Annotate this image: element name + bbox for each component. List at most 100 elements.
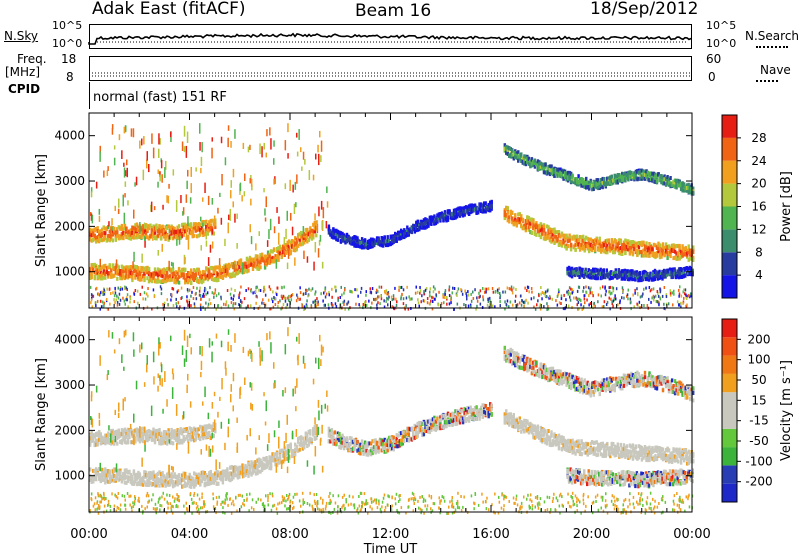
- velocity-cell: [135, 482, 139, 487]
- power-cell: [572, 268, 575, 273]
- power-cell: [278, 244, 282, 249]
- power-cell: [553, 170, 556, 175]
- power-cell: [171, 267, 175, 272]
- velocity-cell: [161, 483, 164, 488]
- power-noise: [94, 301, 97, 305]
- power-noise: [429, 294, 431, 298]
- power-noise: [255, 286, 257, 290]
- power-noise: [377, 301, 379, 305]
- power-noise: [474, 288, 476, 292]
- power-noise: [633, 305, 635, 309]
- power-cell: [380, 236, 383, 240]
- power-noise: [488, 305, 491, 309]
- power-cell: [353, 241, 356, 246]
- power-noise: [587, 286, 590, 290]
- power-cell: [369, 240, 373, 245]
- power-cell: [146, 276, 149, 281]
- power-noise: [605, 303, 608, 306]
- power-cell: [153, 236, 157, 241]
- power-cell: [250, 262, 253, 267]
- power-cell: [126, 234, 130, 239]
- power-noise: [516, 305, 518, 309]
- power-cell: [233, 267, 237, 272]
- power-cell: [147, 279, 151, 284]
- power-streak: [178, 236, 181, 245]
- power-cell: [313, 229, 316, 234]
- power-noise: [370, 290, 372, 294]
- power-noise: [426, 297, 429, 300]
- power-cell: [562, 238, 565, 243]
- power-cell: [206, 277, 209, 282]
- power-cell: [209, 225, 212, 230]
- power-noise: [113, 298, 115, 302]
- velocity-cell: [158, 470, 161, 475]
- power-cell: [165, 273, 169, 278]
- power-cell: [171, 227, 175, 232]
- power-cell: [526, 215, 529, 220]
- power-cell: [578, 235, 582, 239]
- power-noise: [263, 285, 265, 289]
- power-noise: [141, 285, 143, 289]
- power-noise: [512, 303, 514, 307]
- power-cell: [524, 154, 528, 159]
- power-cell: [263, 265, 267, 270]
- power-cell: [395, 237, 398, 242]
- power-noise: [113, 294, 116, 298]
- power-noise: [576, 297, 578, 301]
- power-cell: [162, 267, 166, 272]
- power-cell: [618, 251, 621, 256]
- power-noise: [482, 298, 485, 302]
- power-cell: [294, 236, 297, 241]
- power-cell: [692, 247, 695, 252]
- power-cell: [104, 271, 107, 276]
- power-cell: [616, 245, 619, 250]
- power-cell: [313, 221, 316, 225]
- power-cell: [646, 276, 649, 281]
- power-noise: [180, 286, 183, 290]
- power-cell: [224, 264, 228, 269]
- power-cell: [199, 232, 202, 237]
- velocity-cell: [137, 470, 140, 475]
- power-cell: [413, 227, 416, 231]
- power-streak: [312, 174, 315, 181]
- power-cell: [524, 162, 528, 167]
- power-streak: [190, 183, 192, 194]
- power-cell: [631, 273, 634, 278]
- power-noise: [387, 292, 389, 296]
- power-cell: [583, 237, 586, 242]
- power-cell: [667, 269, 670, 274]
- power-cell: [545, 170, 549, 175]
- power-cell: [652, 178, 656, 183]
- power-streak: [180, 195, 182, 204]
- power-cell: [344, 236, 347, 241]
- power-cell: [458, 211, 462, 216]
- power-noise: [685, 304, 687, 308]
- power-cell: [578, 243, 582, 248]
- power-cell: [624, 238, 627, 243]
- power-noise: [492, 290, 495, 294]
- power-noise: [525, 298, 527, 302]
- power-streak: [209, 244, 212, 253]
- power-cell: [238, 259, 241, 264]
- power-noise: [281, 286, 283, 290]
- power-cell: [503, 213, 506, 217]
- power-noise: [508, 305, 510, 309]
- power-noise: [448, 288, 450, 292]
- power-cell: [582, 181, 585, 186]
- power-noise: [286, 303, 289, 307]
- power-cell: [164, 268, 167, 273]
- power-cell: [655, 253, 659, 258]
- power-cell: [143, 278, 146, 283]
- power-noise: [240, 285, 242, 289]
- power-cell: [184, 225, 187, 230]
- power-noise: [589, 287, 591, 291]
- power-noise: [560, 302, 562, 305]
- power-streak: [159, 174, 161, 182]
- power-cell: [616, 174, 619, 178]
- power-cell: [545, 234, 549, 238]
- power-cell: [568, 171, 571, 175]
- power-noise: [324, 295, 327, 299]
- power-cell: [484, 201, 487, 206]
- power-streak: [322, 207, 325, 219]
- power-cell: [679, 270, 682, 275]
